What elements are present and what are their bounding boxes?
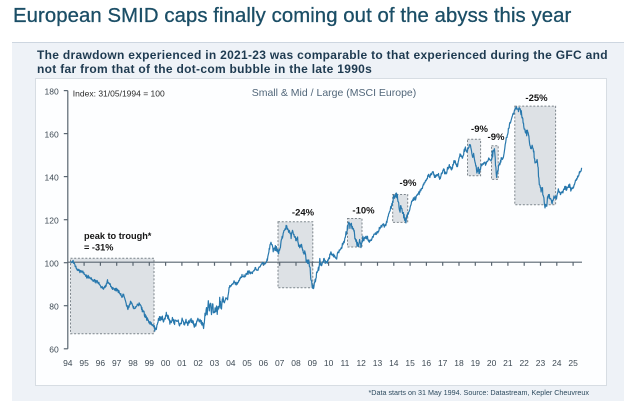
svg-text:04: 04 (226, 358, 236, 368)
svg-text:20: 20 (487, 358, 497, 368)
svg-text:-9%: -9% (400, 178, 417, 189)
svg-text:00: 00 (161, 358, 171, 368)
svg-text:180: 180 (45, 87, 59, 97)
svg-text:21: 21 (503, 358, 513, 368)
svg-text:12: 12 (356, 358, 366, 368)
svg-text:94: 94 (63, 358, 73, 368)
svg-text:95: 95 (79, 358, 89, 368)
svg-text:06: 06 (259, 358, 269, 368)
svg-text:09: 09 (308, 358, 318, 368)
svg-text:Small & Mid / Large (MSCI Euro: Small & Mid / Large (MSCI Europe) (252, 87, 417, 99)
svg-text:17: 17 (438, 358, 448, 368)
svg-text:peak to trough*: peak to trough* (84, 231, 152, 241)
svg-text:15: 15 (405, 358, 415, 368)
svg-text:Index: 31/05/1994 = 100: Index: 31/05/1994 = 100 (73, 89, 165, 99)
svg-text:96: 96 (96, 358, 106, 368)
svg-text:05: 05 (242, 358, 252, 368)
svg-text:97: 97 (112, 358, 122, 368)
svg-text:03: 03 (210, 358, 220, 368)
svg-text:160: 160 (45, 130, 59, 140)
svg-text:120: 120 (45, 216, 59, 226)
svg-text:80: 80 (49, 302, 59, 312)
svg-text:140: 140 (45, 173, 59, 183)
svg-text:07: 07 (275, 358, 285, 368)
svg-text:22: 22 (519, 358, 529, 368)
svg-text:60: 60 (49, 345, 59, 355)
svg-text:19: 19 (471, 358, 481, 368)
svg-text:98: 98 (128, 358, 138, 368)
svg-text:02: 02 (193, 358, 203, 368)
svg-text:-9%: -9% (471, 124, 488, 135)
svg-text:14: 14 (389, 358, 399, 368)
svg-text:01: 01 (177, 358, 187, 368)
svg-text:23: 23 (536, 358, 546, 368)
svg-text:08: 08 (291, 358, 301, 368)
svg-text:25: 25 (568, 358, 578, 368)
svg-text:-9%: -9% (488, 132, 505, 143)
svg-text:100: 100 (45, 259, 59, 269)
svg-text:11: 11 (340, 358, 349, 368)
svg-text:16: 16 (422, 358, 432, 368)
svg-text:-10%: -10% (352, 205, 375, 216)
svg-text:24: 24 (552, 358, 562, 368)
svg-text:-25%: -25% (525, 93, 548, 104)
svg-text:10: 10 (324, 358, 334, 368)
svg-text:-24%: -24% (292, 207, 315, 218)
svg-text:= -31%: = -31% (84, 242, 113, 252)
svg-text:18: 18 (454, 358, 464, 368)
svg-text:99: 99 (145, 358, 155, 368)
svg-text:13: 13 (373, 358, 383, 368)
